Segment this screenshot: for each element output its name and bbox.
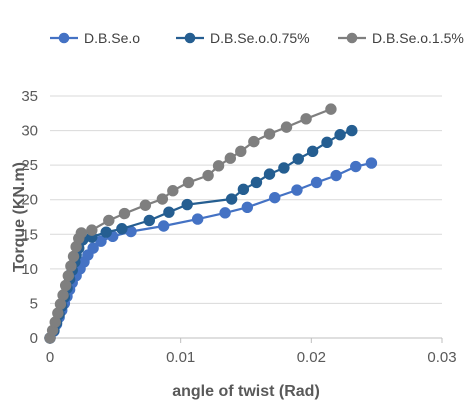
data-point [191,213,204,225]
data-point [241,201,254,214]
data-point [334,129,346,141]
data-point [291,184,303,196]
data-point [156,193,169,205]
data-point [225,193,238,205]
y-tick-labels: 0 5 10 15 20 25 30 35 [21,88,38,347]
legend-item: D.B.Se.o.0.75% [176,30,310,46]
data-point [157,220,170,232]
data-point [278,162,290,174]
data-point [310,176,323,189]
data-point [292,153,304,165]
data-point [87,242,99,254]
data-point [65,260,77,272]
x-tick-label: 0 [46,349,54,366]
data-point [202,169,214,182]
data-point [163,206,175,218]
x-axis-title: angle of twist (Rad) [172,383,320,400]
axes [49,337,443,343]
series-2 [44,103,337,344]
data-point [350,160,362,173]
y-tick-label: 25 [21,157,38,174]
data-point [346,124,358,137]
data-point [100,226,112,238]
data-point [62,270,74,282]
gridlines [50,95,442,304]
data-point [321,136,333,149]
data-point [116,223,128,235]
y-tick-label: 0 [30,330,38,347]
data-point [75,227,88,239]
data-point [143,214,156,227]
legend-item: D.B.Se.o [50,30,140,46]
y-tick-label: 20 [21,192,38,209]
data-point [269,191,281,204]
data-point [300,113,312,125]
legend: D.B.Se.o D.B.Se.o.0.75% D.B.Se.o.1.5% [50,30,464,46]
x-tick-label: 0.02 [297,349,326,366]
data-point [86,224,98,236]
data-point [212,160,225,172]
legend-label: D.B.Se.o.0.75% [210,30,310,46]
y-tick-label: 15 [21,226,38,243]
data-point [103,214,115,227]
y-tick-label: 5 [30,295,38,312]
data-point [325,103,337,115]
x-tick-label: 0.01 [166,349,195,366]
data-point [250,176,263,189]
x-tick-labels: 0 0.01 0.02 0.03 [46,349,457,366]
data-point [182,176,195,189]
data-point [330,169,342,182]
data-point [139,199,152,211]
data-point [306,145,319,158]
legend-item: D.B.Se.o.1.5% [338,30,464,46]
data-point [67,250,80,263]
y-tick-label: 30 [21,123,38,140]
data-point [280,121,293,133]
y-axis-title: Torque (KN.m) [11,162,28,272]
legend-marker [346,32,358,44]
data-point [237,183,250,196]
legend-label: D.B.Se.o.1.5% [372,30,464,46]
data-point [224,152,237,164]
series-layer [44,103,378,344]
series-0 [44,157,378,344]
y-tick-label: 10 [21,261,38,278]
data-point [248,135,260,148]
data-point [219,207,231,219]
data-point [235,145,247,158]
legend-label: D.B.Se.o [84,30,140,46]
data-point [263,128,276,140]
x-tick-label: 0.03 [427,349,456,366]
data-point [263,168,276,180]
data-point [118,207,131,220]
legend-marker [184,32,196,44]
data-point [167,185,179,197]
data-point [365,157,378,169]
legend-marker [58,32,70,44]
y-tick-label: 35 [21,88,38,105]
data-point [57,289,69,301]
data-point [59,279,72,292]
data-point [181,198,193,211]
